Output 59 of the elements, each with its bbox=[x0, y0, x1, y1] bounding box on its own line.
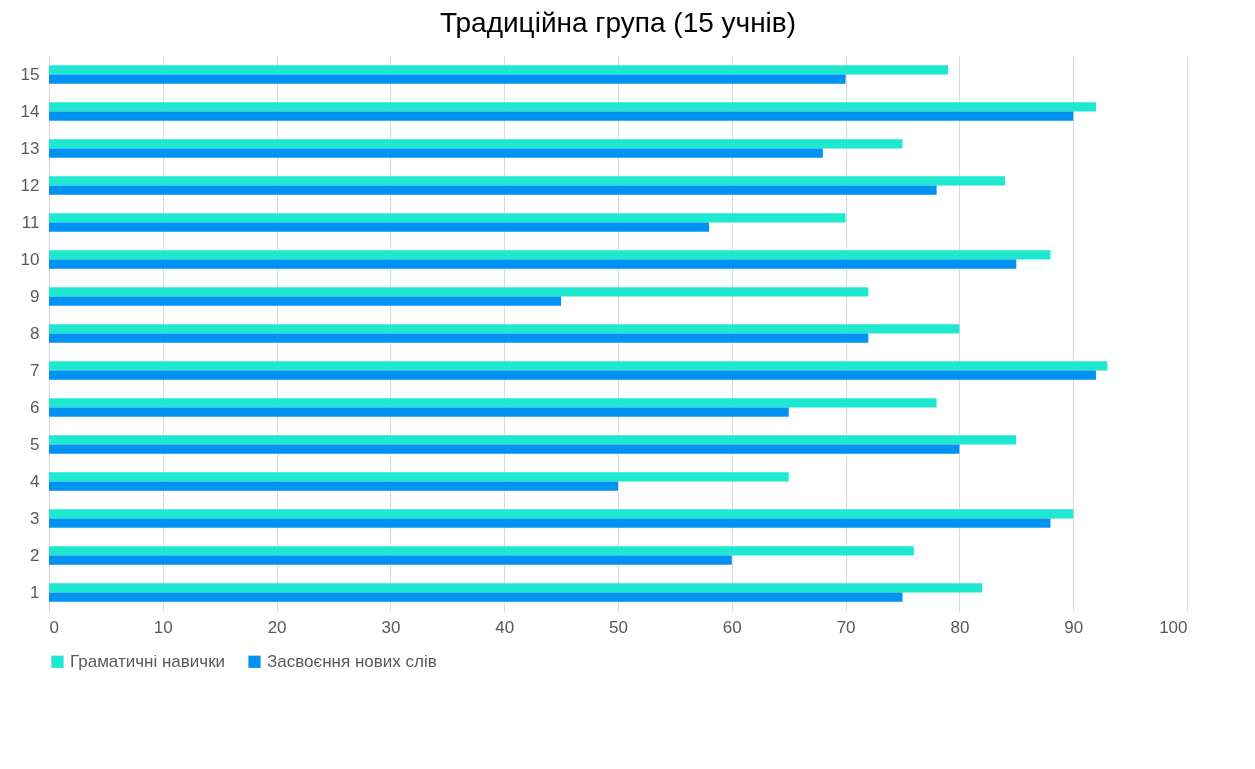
bar bbox=[49, 398, 937, 408]
bar bbox=[49, 148, 823, 158]
bar bbox=[49, 222, 710, 232]
chart-title: Традиційна група (15 учнів) bbox=[439, 7, 797, 38]
x-tick-label: 70 bbox=[836, 617, 856, 637]
bar bbox=[49, 176, 1005, 186]
bar bbox=[49, 583, 983, 593]
y-tick-label: 5 bbox=[30, 434, 40, 454]
bar bbox=[49, 509, 1074, 519]
x-tick-label: 50 bbox=[609, 617, 628, 637]
y-tick-label: 14 bbox=[20, 101, 40, 121]
y-tick-label: 2 bbox=[30, 545, 40, 565]
y-tick-label: 3 bbox=[30, 508, 40, 528]
y-tick-label: 7 bbox=[30, 360, 40, 380]
legend-label: Засвоєння нових слів bbox=[267, 651, 437, 671]
x-tick-label: 60 bbox=[722, 617, 742, 637]
bar bbox=[49, 370, 1096, 380]
bar bbox=[49, 324, 960, 334]
x-tick-label: 0 bbox=[49, 617, 59, 637]
bar bbox=[49, 102, 1096, 112]
legend-label: Граматичні навички bbox=[70, 651, 226, 671]
bar bbox=[49, 472, 789, 482]
bar bbox=[49, 481, 618, 491]
bar bbox=[49, 296, 562, 306]
bar bbox=[49, 139, 903, 149]
bar bbox=[49, 213, 846, 223]
y-tick-label: 8 bbox=[30, 323, 40, 343]
bar bbox=[49, 74, 846, 84]
x-tick-label: 30 bbox=[381, 617, 401, 637]
bar bbox=[49, 185, 937, 195]
x-tick-label: 90 bbox=[1064, 617, 1084, 637]
y-tick-label: 10 bbox=[20, 249, 40, 269]
x-tick-label: 80 bbox=[950, 617, 970, 637]
x-tick-label: 10 bbox=[153, 617, 173, 637]
y-tick-label: 13 bbox=[20, 138, 40, 158]
bar bbox=[49, 361, 1108, 371]
y-tick-label: 12 bbox=[20, 175, 40, 195]
y-tick-label: 4 bbox=[30, 471, 40, 491]
bar bbox=[49, 111, 1074, 121]
bar bbox=[49, 287, 869, 297]
bar bbox=[49, 407, 789, 417]
bar bbox=[49, 65, 949, 75]
bar bbox=[49, 250, 1051, 260]
x-tick-label: 100 bbox=[1159, 617, 1188, 637]
bar bbox=[49, 333, 869, 343]
y-tick-label: 9 bbox=[30, 286, 40, 306]
bar bbox=[49, 546, 914, 556]
bar bbox=[49, 518, 1051, 528]
y-tick-label: 1 bbox=[30, 582, 40, 602]
y-tick-label: 6 bbox=[30, 397, 40, 417]
bar bbox=[49, 555, 732, 565]
bar bbox=[49, 592, 903, 602]
y-tick-label: 11 bbox=[21, 212, 40, 232]
bar bbox=[49, 435, 1017, 445]
x-tick-label: 20 bbox=[267, 617, 287, 637]
bar bbox=[49, 444, 960, 454]
x-tick-label: 40 bbox=[495, 617, 515, 637]
y-tick-label: 15 bbox=[20, 64, 40, 84]
bar bbox=[49, 259, 1017, 269]
